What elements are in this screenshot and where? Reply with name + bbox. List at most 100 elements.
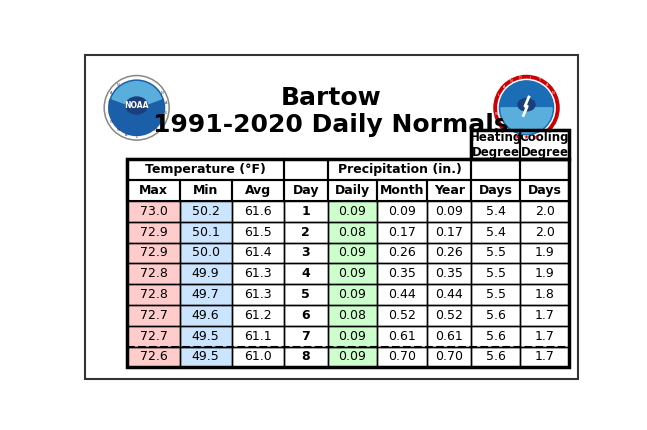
Text: 50.2: 50.2 bbox=[192, 205, 219, 218]
Text: 2: 2 bbox=[302, 226, 310, 239]
Bar bbox=[328, 347, 377, 367]
Text: Precipitation (in.): Precipitation (in.) bbox=[338, 163, 462, 176]
Bar bbox=[472, 180, 520, 201]
Text: E: E bbox=[164, 111, 167, 115]
Text: 61.0: 61.0 bbox=[244, 350, 272, 363]
Bar bbox=[127, 284, 179, 305]
Bar bbox=[427, 347, 472, 367]
Text: 8: 8 bbox=[302, 350, 310, 363]
Ellipse shape bbox=[518, 98, 535, 111]
Bar bbox=[472, 326, 520, 347]
Bar bbox=[284, 201, 328, 222]
Text: 0.70: 0.70 bbox=[435, 350, 463, 363]
Bar bbox=[472, 347, 520, 367]
Bar bbox=[520, 243, 569, 263]
Bar bbox=[179, 284, 232, 305]
Bar bbox=[520, 347, 569, 367]
Text: 0.26: 0.26 bbox=[388, 246, 416, 259]
Bar bbox=[377, 284, 427, 305]
Text: 61.2: 61.2 bbox=[244, 309, 272, 322]
Text: Bartow: Bartow bbox=[281, 86, 382, 110]
Bar bbox=[127, 160, 569, 367]
Text: 5.6: 5.6 bbox=[486, 309, 506, 322]
Bar bbox=[472, 305, 520, 326]
Text: A: A bbox=[503, 86, 505, 89]
Bar bbox=[520, 347, 569, 367]
Bar bbox=[520, 130, 569, 160]
Bar bbox=[127, 326, 179, 347]
Bar bbox=[328, 326, 377, 347]
Bar bbox=[284, 160, 328, 180]
Text: Year: Year bbox=[434, 184, 465, 197]
Bar bbox=[179, 201, 232, 222]
Bar bbox=[179, 326, 232, 347]
Bar bbox=[472, 222, 520, 243]
Bar bbox=[472, 263, 520, 284]
Text: 5.5: 5.5 bbox=[486, 288, 506, 301]
Text: 61.6: 61.6 bbox=[244, 205, 272, 218]
Bar bbox=[127, 201, 179, 222]
Bar bbox=[472, 284, 520, 305]
Text: 73.0: 73.0 bbox=[140, 205, 168, 218]
Text: L: L bbox=[136, 135, 138, 139]
Bar bbox=[284, 180, 328, 201]
Text: 0.61: 0.61 bbox=[435, 330, 463, 343]
Bar bbox=[284, 263, 328, 284]
Bar bbox=[520, 326, 569, 347]
Bar bbox=[427, 201, 472, 222]
Bar bbox=[232, 305, 284, 326]
Bar bbox=[284, 326, 328, 347]
Bar bbox=[127, 347, 179, 367]
Bar bbox=[328, 222, 377, 243]
Bar bbox=[520, 130, 569, 160]
Bar bbox=[328, 180, 377, 201]
Wedge shape bbox=[501, 108, 552, 133]
Bar bbox=[179, 347, 232, 367]
Bar bbox=[179, 243, 232, 263]
Bar bbox=[520, 180, 569, 201]
Text: 49.5: 49.5 bbox=[192, 330, 219, 343]
Text: 5.5: 5.5 bbox=[486, 246, 506, 259]
Text: 0.44: 0.44 bbox=[435, 288, 463, 301]
Bar bbox=[127, 326, 179, 347]
Bar bbox=[232, 263, 284, 284]
Bar bbox=[179, 305, 232, 326]
Text: 2.0: 2.0 bbox=[534, 205, 554, 218]
Circle shape bbox=[498, 79, 555, 136]
Bar bbox=[520, 160, 569, 180]
Bar bbox=[472, 201, 520, 222]
Bar bbox=[284, 243, 328, 263]
Text: 5.6: 5.6 bbox=[486, 330, 506, 343]
Bar bbox=[472, 160, 520, 180]
Bar bbox=[284, 284, 328, 305]
Text: 0.70: 0.70 bbox=[388, 350, 416, 363]
Bar bbox=[232, 201, 284, 222]
Text: N: N bbox=[116, 128, 119, 132]
Bar bbox=[127, 347, 179, 367]
Bar bbox=[427, 201, 472, 222]
Bar bbox=[284, 326, 328, 347]
Text: NOAA: NOAA bbox=[124, 101, 149, 110]
Bar bbox=[520, 305, 569, 326]
Bar bbox=[520, 222, 569, 243]
Text: 72.6: 72.6 bbox=[140, 350, 168, 363]
Text: 0.09: 0.09 bbox=[338, 267, 366, 280]
Text: A: A bbox=[110, 91, 113, 95]
Text: 61.3: 61.3 bbox=[244, 267, 272, 280]
Text: 49.6: 49.6 bbox=[192, 309, 219, 322]
Text: Heating
Degree: Heating Degree bbox=[470, 131, 522, 159]
Text: Temperature (°F): Temperature (°F) bbox=[145, 163, 266, 176]
Bar bbox=[328, 160, 472, 180]
Bar bbox=[179, 180, 232, 201]
Bar bbox=[427, 263, 472, 284]
Text: C: C bbox=[161, 120, 164, 124]
Bar bbox=[284, 160, 328, 180]
Bar bbox=[472, 326, 520, 347]
Text: 49.7: 49.7 bbox=[192, 288, 219, 301]
Bar bbox=[232, 243, 284, 263]
Bar bbox=[328, 243, 377, 263]
Bar bbox=[427, 222, 472, 243]
Text: 3: 3 bbox=[302, 246, 310, 259]
Text: L: L bbox=[498, 93, 499, 98]
Bar bbox=[232, 243, 284, 263]
